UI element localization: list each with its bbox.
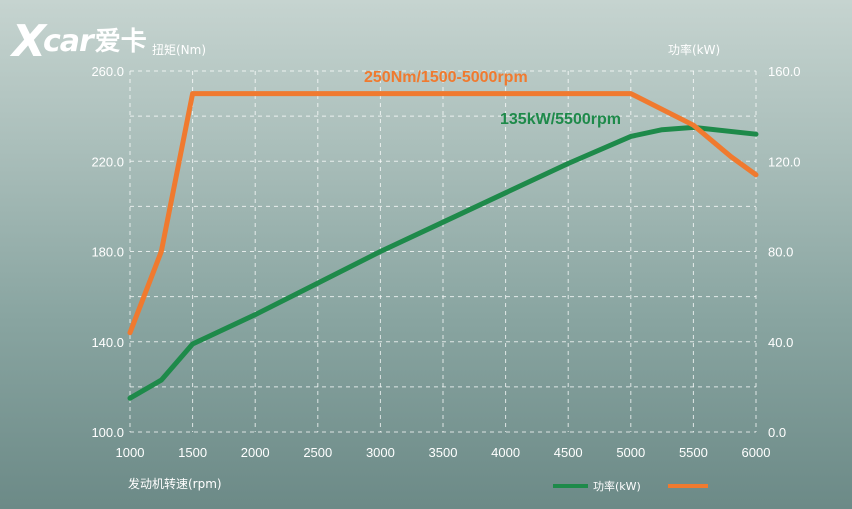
tick-labels: 1000 1500 2000 2500 3000 3500 4000 4500 5000 5500…	[91, 64, 800, 460]
x-tick-label: 2000	[241, 445, 270, 460]
power-curve	[127, 124, 759, 401]
right-y-tick-label: 120.0	[768, 154, 801, 169]
x-tick-label: 1000	[116, 445, 145, 460]
x-tick-label: 3000	[366, 445, 395, 460]
x-tick-label: 4500	[554, 445, 583, 460]
right-y-tick-label: 40.0	[768, 335, 793, 350]
right-y-tick-label: 0.0	[768, 425, 786, 440]
right-y-tick-label: 160.0	[768, 64, 801, 79]
logo-chinese-mark: 爱卡	[94, 27, 147, 57]
x-tick-label: 5000	[616, 445, 645, 460]
x-tick-label: 2500	[303, 445, 332, 460]
left-y-tick-label: 100.0	[91, 425, 124, 440]
x-tick-label: 4000	[491, 445, 520, 460]
x-axis-title: 发动机转速(rpm)	[128, 476, 222, 491]
x-tick-label: 5500	[679, 445, 708, 460]
logo-x-mark: X	[12, 16, 46, 67]
torque-annotation: 250Nm/1500-5000rpm	[364, 69, 528, 86]
power-annotation: 135kW/5500rpm	[500, 111, 621, 128]
x-tick-label: 1500	[178, 445, 207, 460]
left-y-tick-label: 180.0	[91, 245, 124, 260]
legend: 功率(kW)	[553, 479, 708, 493]
right-axis-title: 功率(kW)	[668, 42, 720, 57]
series-lines	[127, 91, 759, 401]
right-y-tick-label: 80.0	[768, 245, 793, 260]
grid	[129, 70, 757, 433]
left-axis-title: 扭矩(Nm)	[152, 43, 206, 57]
left-y-tick-label: 260.0	[91, 64, 124, 79]
x-tick-label: 6000	[742, 445, 771, 460]
logo-car-mark: car	[42, 24, 94, 59]
xcar-logo: X car 爱卡	[12, 18, 147, 66]
left-y-tick-label: 220.0	[91, 154, 124, 169]
legend-power-label: 功率(kW)	[593, 479, 641, 493]
x-tick-label: 3500	[429, 445, 458, 460]
torque-curve	[127, 91, 759, 336]
left-y-tick-label: 140.0	[91, 335, 124, 350]
